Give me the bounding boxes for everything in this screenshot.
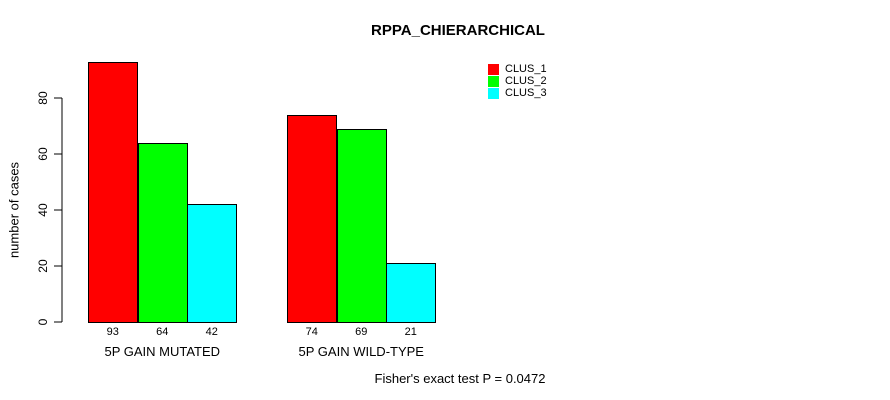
y-axis-tick-label: 80 bbox=[36, 91, 50, 105]
legend-label: CLUS_2 bbox=[505, 75, 547, 87]
legend-swatch-icon bbox=[488, 87, 499, 99]
bar-value-label: 42 bbox=[205, 326, 218, 338]
bar-value-label: 69 bbox=[355, 326, 368, 338]
legend-row-clus_1: CLUS_1 bbox=[488, 63, 547, 75]
legend-swatch-icon bbox=[488, 75, 499, 87]
legend-row-clus_3: CLUS_3 bbox=[488, 87, 547, 99]
legend-row-clus_2: CLUS_2 bbox=[488, 75, 547, 87]
fisher-test-annotation: Fisher's exact test P = 0.0472 bbox=[374, 371, 546, 386]
bar-clus_1-group1 bbox=[88, 61, 138, 323]
y-axis-tick-label: 0 bbox=[36, 318, 50, 325]
bar-clus_2-group1 bbox=[137, 142, 188, 323]
y-axis-tick-label: 40 bbox=[36, 203, 50, 217]
bar-value-label: 64 bbox=[156, 326, 169, 338]
bar-value-label: 21 bbox=[404, 326, 417, 338]
legend: CLUS_1 CLUS_2 CLUS_3 bbox=[488, 63, 547, 99]
bar-value-label: 93 bbox=[106, 326, 119, 338]
chart-title: RPPA_CHIERARCHICAL bbox=[371, 22, 545, 39]
legend-label: CLUS_1 bbox=[505, 63, 547, 75]
y-axis-tick-label: 20 bbox=[36, 259, 50, 273]
bar-clus_1-group2 bbox=[287, 114, 337, 323]
bar-clus_3-group1 bbox=[187, 204, 237, 323]
legend-swatch-icon bbox=[488, 63, 499, 75]
y-axis-tick-label: 60 bbox=[36, 147, 50, 161]
x-category-label: 5P GAIN WILD-TYPE bbox=[298, 344, 424, 359]
bar-value-label: 74 bbox=[305, 326, 318, 338]
bar-clus_2-group2 bbox=[336, 128, 387, 323]
x-category-label: 5P GAIN MUTATED bbox=[104, 344, 221, 359]
legend-label: CLUS_3 bbox=[505, 87, 547, 99]
bar-clus_3-group2 bbox=[386, 263, 436, 323]
